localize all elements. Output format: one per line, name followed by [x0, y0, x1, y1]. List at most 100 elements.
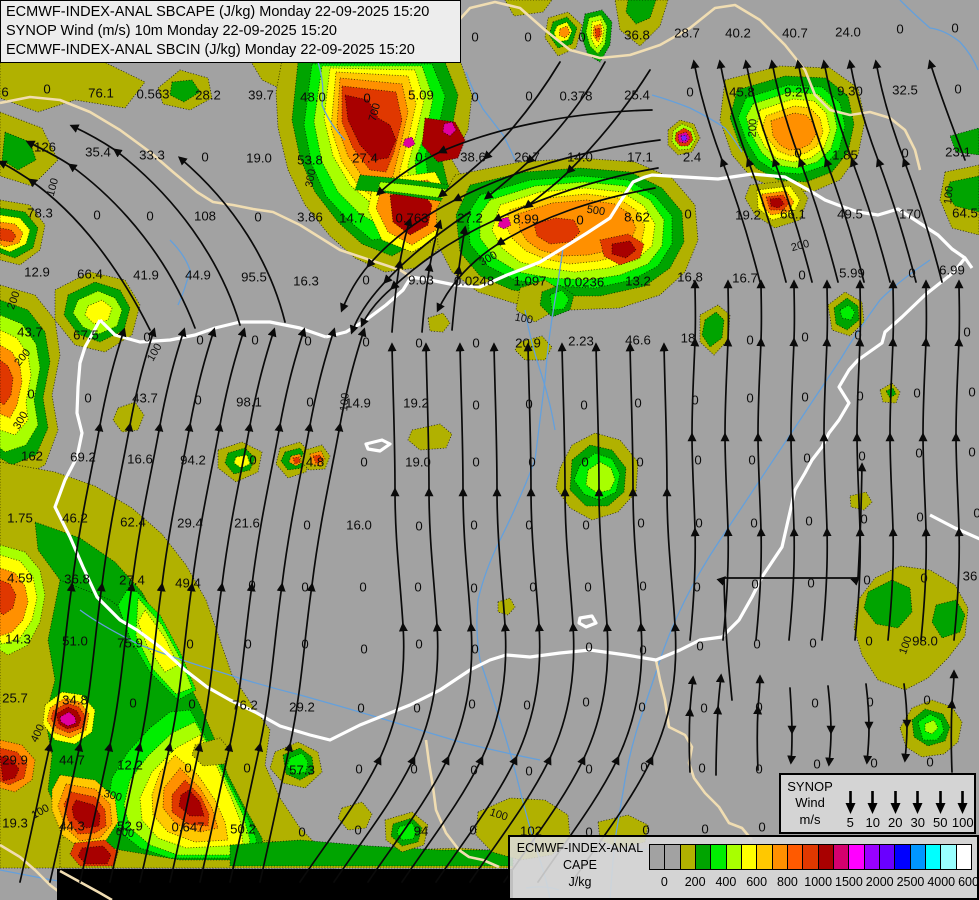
station-value: 27.2 [457, 211, 483, 226]
station-value: 0 [916, 510, 923, 525]
station-value: 0 [186, 637, 193, 652]
station-value: 0 [693, 580, 700, 595]
station-value: 6.99 [939, 263, 965, 278]
station-value: 33.3 [139, 148, 165, 163]
contour-label: 100 [897, 635, 915, 656]
station-value: 21.6 [234, 516, 260, 531]
cape-color-cell [864, 845, 880, 869]
cape-color-cell [726, 845, 742, 869]
cape-tick-label: 800 [776, 875, 798, 889]
station-value: 0 [201, 150, 208, 165]
station-value: 0 [27, 387, 34, 402]
station-value: 19.3 [2, 816, 28, 831]
station-value: 0 [926, 755, 933, 770]
cape-colorbar [649, 844, 972, 870]
cape-tick-label: 2500 [896, 875, 925, 889]
contour-label: 300 [102, 788, 123, 804]
station-value: 0 [755, 762, 762, 777]
station-value: 43.7 [17, 325, 43, 340]
station-value: 0 [582, 518, 589, 533]
cape-color-cell [941, 845, 957, 869]
station-value: 0 [525, 397, 532, 412]
station-value: 50.2 [230, 822, 256, 837]
station-value: 8.99 [513, 212, 539, 227]
contour-label: 500 [586, 204, 606, 218]
station-value: 0 [355, 762, 362, 777]
station-value: 0.763 [395, 211, 428, 226]
station-value: 0.0236 [564, 275, 604, 290]
station-value: 0 [968, 445, 975, 460]
station-value: 0 [700, 701, 707, 716]
station-value: 0 [254, 210, 261, 225]
station-value: 17.1 [627, 150, 653, 165]
station-value: 0 [415, 336, 422, 351]
station-value: 48.0 [300, 90, 326, 105]
station-value: 46.2 [62, 511, 88, 526]
station-value: 98.0 [912, 634, 938, 649]
station-value: 0 [306, 395, 313, 410]
station-value: 44.7 [59, 753, 85, 768]
wind-speed-cell: 5 [839, 775, 862, 832]
station-value: 0 [686, 85, 693, 100]
station-value: 0 [794, 146, 801, 161]
station-value: 0 [582, 695, 589, 710]
station-value: 0 [248, 578, 255, 593]
station-value: 0 [811, 696, 818, 711]
station-value: 0 [357, 701, 364, 716]
cape-color-cell [895, 845, 911, 869]
title-block: ECMWF-INDEX-ANAL SBCAPE (J/kg) Monday 22… [0, 0, 461, 64]
station-value: 46.6 [625, 333, 651, 348]
station-value: 78.3 [27, 206, 53, 221]
station-value: 0 [908, 266, 915, 281]
station-value: 1.85 [832, 148, 858, 163]
station-value: 0 [755, 700, 762, 715]
station-value: 0 [798, 268, 805, 283]
down-arrow-icon [912, 791, 923, 814]
cape-color-cell [680, 845, 696, 869]
station-value: 18 [681, 331, 696, 346]
wind-speed-value: 30 [910, 815, 925, 830]
station-value: 0.563 [136, 87, 169, 102]
down-arrow-icon [957, 791, 968, 814]
contour-label: 300 [303, 168, 318, 188]
station-value: 0 [813, 757, 820, 772]
station-value: 76.1 [88, 86, 114, 101]
contour-label: 200 [747, 119, 760, 138]
station-value: 5.09 [408, 88, 434, 103]
station-value: 0 [578, 30, 585, 45]
station-value: 0 [298, 825, 305, 840]
station-value: 0 [805, 514, 812, 529]
station-value: 16.3 [293, 274, 319, 289]
station-value: 0 [301, 580, 308, 595]
station-value: 0 [84, 391, 91, 406]
contour-label: 700 [367, 102, 383, 123]
station-value: 0 [870, 756, 877, 771]
station-value: 0 [696, 639, 703, 654]
station-value: 0 [413, 701, 420, 716]
station-value: 0 [751, 577, 758, 592]
station-value: 13.2 [625, 274, 651, 289]
cape-tick-label: 2000 [865, 875, 894, 889]
wind-legend-line3: m/s [799, 811, 821, 827]
station-value: 69.2 [70, 450, 96, 465]
station-value: 0 [243, 761, 250, 776]
station-value: 0 [471, 642, 478, 657]
station-value: 0 [360, 455, 367, 470]
station-value: 0 [639, 643, 646, 658]
station-value: 52.9 [117, 819, 143, 834]
station-value: 0 [642, 823, 649, 838]
station-value: 0 [470, 581, 477, 596]
station-value: 0 [194, 393, 201, 408]
down-arrow-icon [935, 791, 946, 814]
contour-label: 100 [514, 311, 534, 326]
station-value: 0 [634, 396, 641, 411]
station-value: 12.2 [117, 758, 143, 773]
station-value: 53.8 [297, 153, 323, 168]
station-value: 51.0 [62, 634, 88, 649]
wind-speed-cell: 10 [862, 775, 885, 832]
station-value: 16.6 [127, 452, 153, 467]
cape-color-cell [925, 845, 942, 869]
station-value: 0 [585, 825, 592, 840]
station-value: 0 [414, 580, 421, 595]
station-value: 0 [304, 334, 311, 349]
